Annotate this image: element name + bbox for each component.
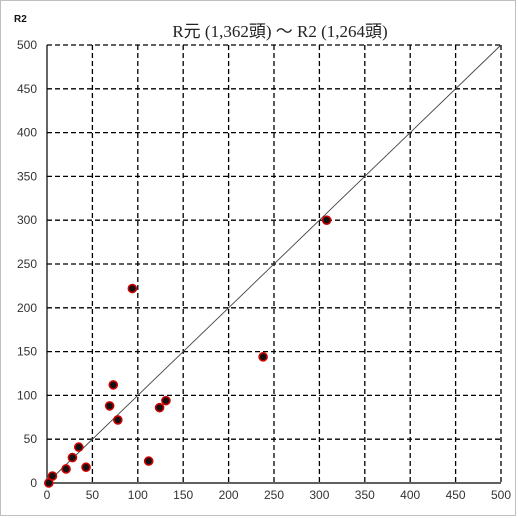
grid	[47, 44, 502, 483]
y-tick-label-200: 200	[17, 301, 37, 315]
data-point-8	[108, 380, 119, 390]
data-point-2	[47, 471, 58, 481]
y-tick-label-0: 0	[30, 476, 37, 490]
data-point-6	[81, 462, 91, 473]
axes	[46, 45, 501, 484]
data-point-10	[127, 283, 138, 294]
y-tick-label-100: 100	[17, 388, 37, 402]
data-point-5	[73, 442, 84, 452]
x-tick-label-300: 300	[309, 488, 329, 502]
y-tick-label-50: 50	[24, 432, 38, 446]
data-point-7	[104, 401, 115, 411]
data-point-12	[154, 402, 165, 413]
reference-line	[46, 44, 502, 484]
y-tick-label-450: 450	[17, 82, 37, 96]
diagonal-line	[46, 44, 502, 484]
data-point-15	[321, 215, 332, 225]
y-tick-label-350: 350	[17, 169, 37, 183]
y-axis-label: R2	[14, 14, 27, 25]
x-tick-label-50: 50	[86, 488, 100, 502]
x-tick-label-100: 100	[128, 488, 148, 502]
x-tick-label-0: 0	[44, 488, 51, 502]
x-tick-label-450: 450	[446, 488, 466, 502]
x-tick-label-250: 250	[264, 488, 284, 502]
y-tick-label-250: 250	[17, 257, 37, 271]
data-point-3	[61, 464, 71, 474]
y-tick-label-400: 400	[17, 126, 37, 140]
y-tick-label-300: 300	[17, 213, 37, 227]
x-tick-label-150: 150	[173, 488, 193, 502]
y-tick-label-500: 500	[17, 38, 37, 52]
data-point-11	[143, 456, 154, 466]
x-tick-label-350: 350	[355, 488, 375, 502]
x-tick-label-500: 500	[491, 488, 511, 502]
data-point-14	[258, 352, 268, 362]
y-tick-labels: 0 50 100 150 200 250 300 350 400 450 500	[17, 38, 37, 490]
x-tick-label-400: 400	[400, 488, 420, 502]
data-points	[44, 215, 332, 488]
data-point-13	[161, 395, 171, 406]
x-tick-labels: 0 50 100 150 200 250 300 350 400 450 500	[44, 488, 512, 502]
y-tick-label-150: 150	[17, 345, 37, 359]
data-point-4	[67, 452, 78, 463]
x-tick-label-200: 200	[219, 488, 239, 502]
data-point-9	[113, 415, 123, 425]
chart-title: R元 (1,362頭) 〜 R2 (1,264頭)	[172, 22, 387, 41]
